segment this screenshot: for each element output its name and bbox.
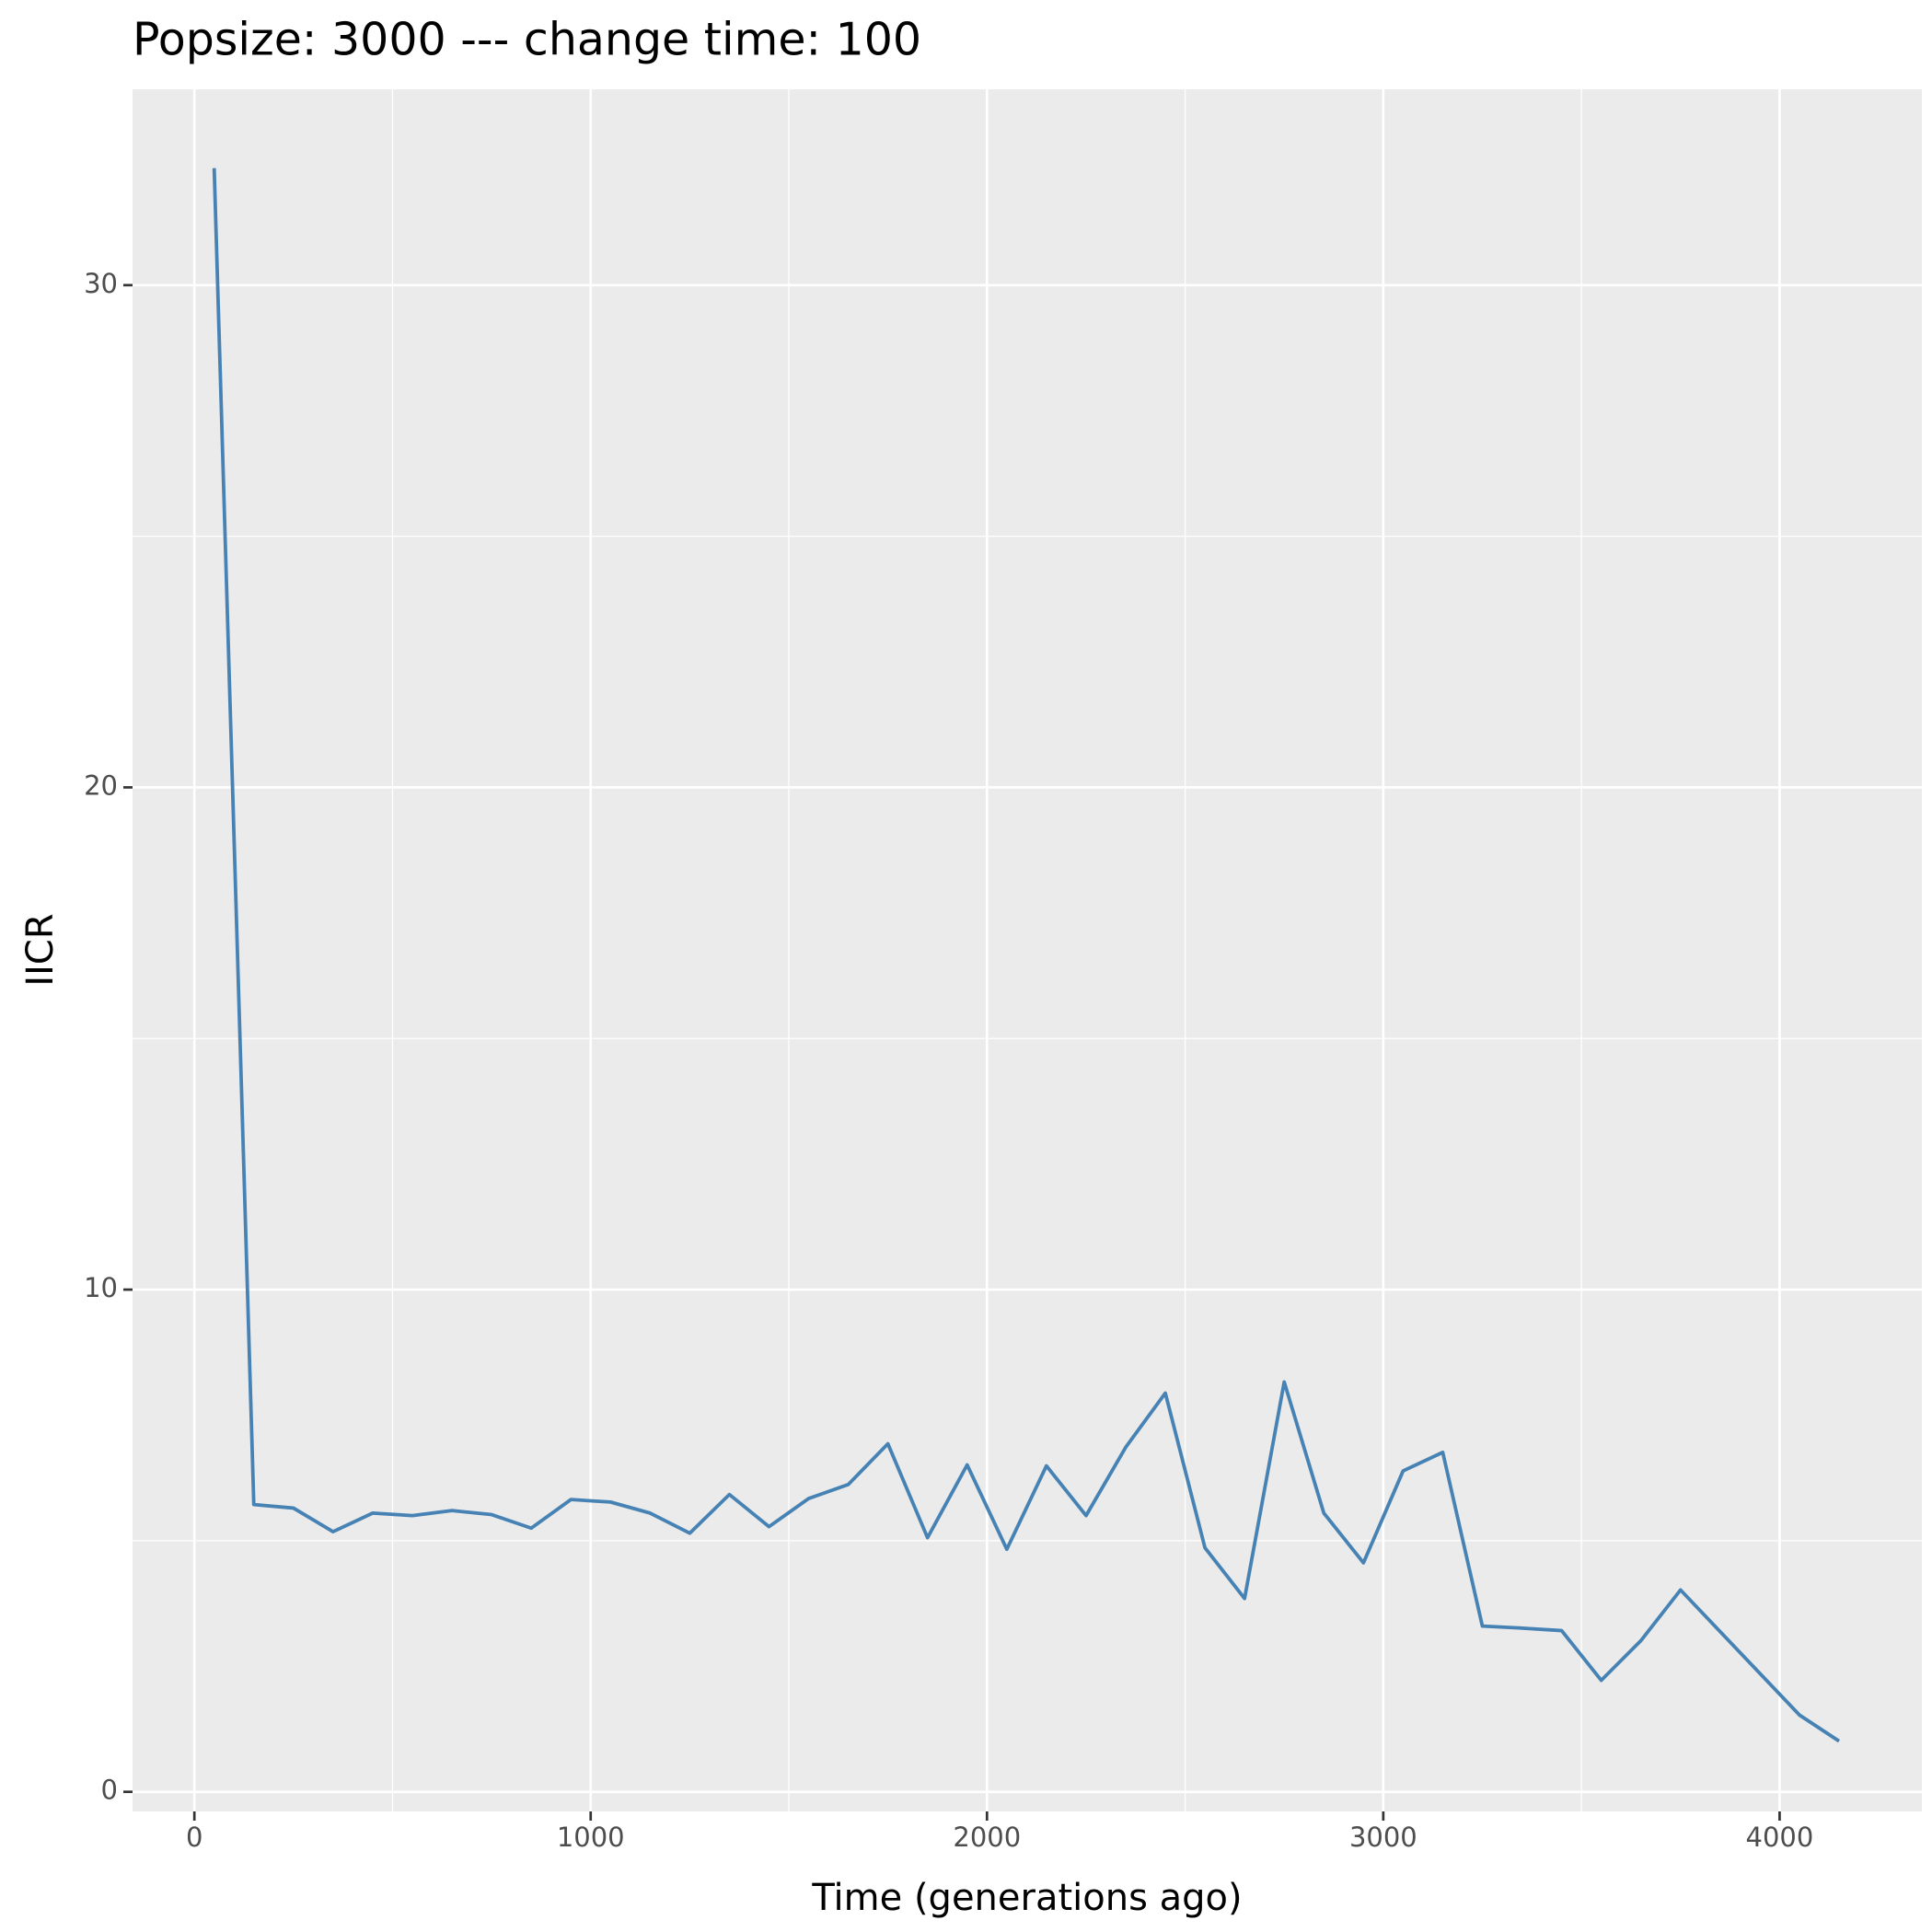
x-tick-label: 0 bbox=[186, 1822, 202, 1853]
chart-title: Popsize: 3000 --- change time: 100 bbox=[133, 14, 921, 66]
x-tick-label: 1000 bbox=[557, 1822, 625, 1853]
y-tick-label: 0 bbox=[101, 1775, 118, 1806]
x-axis-title: Time (generations ago) bbox=[811, 1877, 1242, 1919]
x-tick-label: 4000 bbox=[1746, 1822, 1814, 1853]
y-tick-label: 10 bbox=[84, 1272, 118, 1303]
y-tick-label: 20 bbox=[84, 769, 118, 801]
plot-panel bbox=[133, 89, 1922, 1811]
data-line bbox=[212, 168, 1841, 1743]
x-tick-label: 2000 bbox=[953, 1822, 1021, 1853]
y-axis-title: IICR bbox=[19, 913, 62, 986]
x-tick-label: 3000 bbox=[1349, 1822, 1417, 1853]
y-tick-label: 30 bbox=[84, 268, 118, 299]
